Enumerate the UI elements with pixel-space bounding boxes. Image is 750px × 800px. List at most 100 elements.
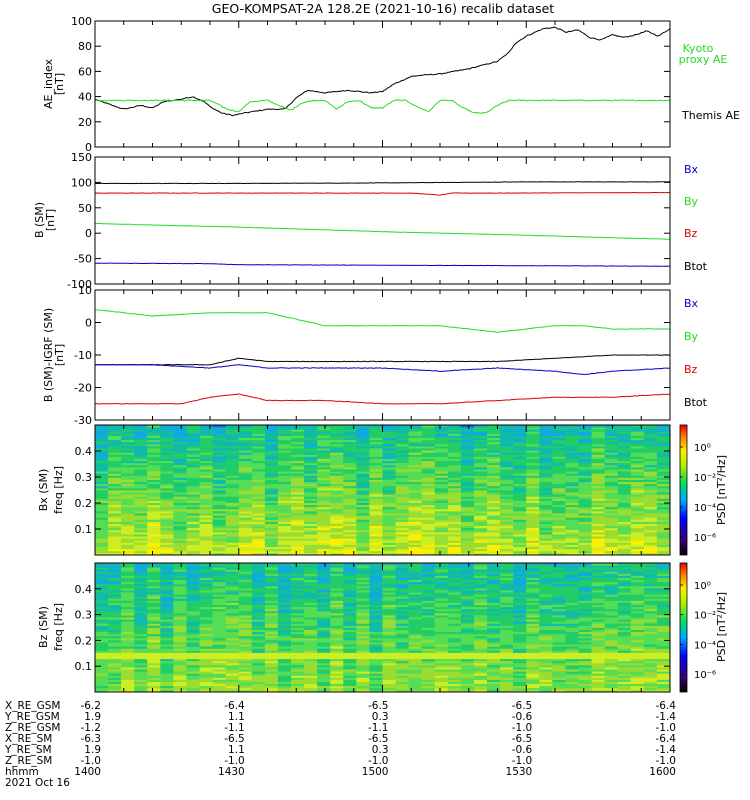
spectrogram-cell bbox=[291, 552, 305, 556]
spectrogram-cell bbox=[369, 592, 383, 595]
spectrogram-cell bbox=[395, 490, 410, 493]
spectrogram-cell bbox=[434, 443, 449, 447]
spectrogram-cell bbox=[395, 652, 410, 655]
spectrogram-cell bbox=[343, 450, 357, 453]
spectrogram-cell bbox=[356, 479, 370, 483]
spectrogram-cell bbox=[330, 523, 344, 527]
spectrogram-cell bbox=[565, 437, 579, 441]
spectrogram-cell bbox=[447, 443, 462, 447]
spectrogram-cell bbox=[134, 502, 148, 506]
spectrogram-cell bbox=[264, 590, 279, 593]
spectrogram-cell bbox=[317, 617, 331, 620]
spectrogram-cell bbox=[382, 471, 396, 474]
spectrogram-cell bbox=[95, 427, 109, 430]
spectrogram-cell bbox=[330, 669, 344, 672]
spectrogram-cell bbox=[186, 677, 200, 680]
spectrogram-cell bbox=[369, 612, 383, 616]
spectrogram-cell bbox=[317, 633, 331, 637]
spectrogram-cell bbox=[199, 494, 214, 497]
spectrogram-cell bbox=[186, 462, 200, 466]
spectrogram-cell bbox=[578, 481, 592, 485]
spectrogram-cell bbox=[447, 660, 462, 664]
spectrogram-cell bbox=[108, 573, 122, 576]
spectrogram-cell bbox=[408, 494, 423, 497]
spectrogram-cell bbox=[408, 527, 423, 531]
spectrogram-cell bbox=[147, 498, 161, 501]
spectrogram-cell bbox=[277, 521, 292, 524]
spectrogram-cell bbox=[460, 485, 475, 489]
spectrogram-cell bbox=[526, 542, 540, 545]
spectrogram-cell bbox=[330, 552, 344, 556]
spectrogram-cell bbox=[147, 515, 161, 518]
spectrogram-cell bbox=[447, 542, 462, 545]
spectrogram-cell bbox=[264, 617, 279, 620]
spectrogram-cell bbox=[382, 621, 396, 624]
spectrogram-cell bbox=[460, 452, 475, 455]
spectrogram-cell bbox=[212, 521, 227, 524]
spectrogram-cell bbox=[134, 689, 148, 693]
spectrogram-cell bbox=[408, 425, 423, 428]
spectrogram-cell bbox=[277, 569, 292, 572]
spectrogram-cell bbox=[212, 627, 227, 630]
spectrogram-cell bbox=[317, 479, 331, 483]
spectrogram-cell bbox=[121, 521, 135, 524]
spectrogram-cell bbox=[356, 575, 370, 578]
spectrogram-cell bbox=[238, 625, 253, 628]
spectrogram-cell bbox=[539, 437, 553, 441]
spectrogram-cell bbox=[539, 431, 553, 434]
spectrogram-cell bbox=[199, 496, 214, 499]
spectrogram-cell bbox=[500, 602, 514, 606]
spectrogram-cell bbox=[304, 652, 318, 655]
spectrogram-cell bbox=[643, 519, 658, 522]
spectrogram-cell bbox=[238, 627, 253, 630]
spectrogram-cell bbox=[212, 536, 227, 539]
spectrogram-cell bbox=[95, 479, 109, 483]
spectrogram-cell bbox=[147, 525, 161, 529]
spectrogram-cell bbox=[513, 483, 527, 487]
spectrogram-cell bbox=[330, 563, 344, 566]
spectrogram-cell bbox=[330, 441, 344, 445]
spectrogram-cell bbox=[330, 606, 344, 610]
spectrogram-cell bbox=[382, 506, 396, 510]
spectrogram-cell bbox=[95, 596, 109, 599]
spectrogram-cell bbox=[447, 450, 462, 453]
spectrogram-cell bbox=[95, 610, 109, 614]
spectrogram-cell bbox=[487, 496, 501, 499]
spectrogram-cell bbox=[277, 485, 292, 489]
spectrogram-cell bbox=[395, 587, 410, 591]
spectrogram-cell bbox=[447, 448, 462, 451]
spectrogram-cell bbox=[225, 521, 240, 524]
spectrogram-cell bbox=[291, 427, 305, 430]
spectrogram-cell bbox=[460, 477, 475, 480]
spectrogram-cell bbox=[460, 513, 475, 516]
spectrogram-cell bbox=[317, 681, 331, 685]
spectrogram-cell bbox=[317, 571, 331, 574]
spectrogram-cell bbox=[108, 575, 122, 578]
spectrogram-cell bbox=[552, 510, 566, 514]
spectrogram-cell bbox=[526, 527, 540, 531]
spectrogram-cell bbox=[134, 492, 148, 495]
spectrogram-cell bbox=[487, 575, 501, 578]
spectrogram-cell bbox=[291, 615, 305, 618]
spectrogram-cell bbox=[147, 538, 161, 541]
colorbar-tick-label: 10⁻⁶ bbox=[694, 533, 716, 544]
spectrogram-cell bbox=[408, 623, 423, 626]
spectrogram-cell bbox=[330, 598, 344, 601]
spectrogram-cell bbox=[591, 485, 606, 489]
spectrogram-cell bbox=[212, 687, 227, 691]
spectrogram-cell bbox=[565, 536, 579, 539]
spectrogram-cell bbox=[369, 464, 383, 468]
spectrogram-cell bbox=[225, 652, 240, 655]
spectrogram-cell bbox=[369, 487, 383, 491]
spectrogram-cell bbox=[382, 689, 396, 693]
spectrogram-cell bbox=[656, 433, 671, 436]
spectrogram-cell bbox=[487, 623, 501, 626]
spectrogram-cell bbox=[160, 523, 174, 527]
spectrogram-cell bbox=[552, 435, 566, 438]
spectrogram-cell bbox=[225, 540, 240, 543]
spectrogram-cell bbox=[186, 429, 200, 432]
spectrogram-cell bbox=[238, 477, 253, 480]
spectrogram-cell bbox=[500, 650, 514, 653]
spectrogram-cell bbox=[173, 579, 187, 583]
spectrogram-cell bbox=[121, 637, 135, 641]
